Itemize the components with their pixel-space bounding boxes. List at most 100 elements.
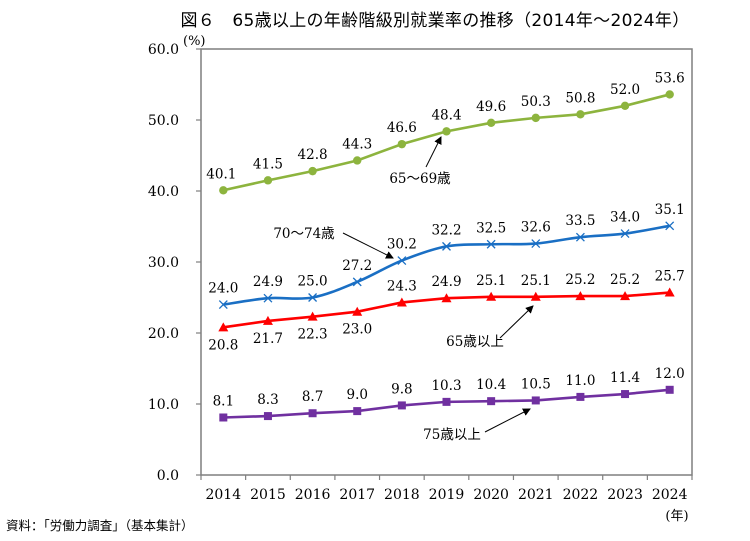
x-tick-label: 2019 bbox=[429, 487, 465, 503]
marker-circle bbox=[263, 176, 273, 185]
data-label: 25.1 bbox=[521, 273, 551, 289]
marker-square bbox=[531, 396, 540, 405]
x-tick-label: 2014 bbox=[205, 487, 241, 503]
annotation-arrow bbox=[425, 136, 442, 168]
marker-square bbox=[353, 407, 362, 416]
marker-circle bbox=[531, 113, 540, 123]
marker-triangle bbox=[352, 306, 363, 316]
data-label: 52.0 bbox=[610, 82, 640, 98]
data-label: 24.9 bbox=[253, 274, 283, 290]
series-65～69歳 bbox=[219, 90, 674, 195]
data-label: 21.7 bbox=[253, 331, 283, 347]
x-tick-label: 2021 bbox=[518, 487, 554, 503]
marker-triangle bbox=[530, 291, 541, 301]
marker-circle bbox=[219, 186, 228, 195]
data-label: 24.0 bbox=[208, 281, 238, 297]
series-70～74歳 bbox=[218, 221, 675, 310]
marker-circle bbox=[486, 118, 496, 128]
data-label: 8.3 bbox=[257, 392, 278, 408]
data-label: 32.6 bbox=[521, 220, 551, 236]
x-tick-label: 2018 bbox=[384, 487, 420, 503]
marker-x bbox=[575, 232, 585, 242]
marker-x bbox=[352, 277, 362, 287]
data-label: 30.2 bbox=[387, 237, 417, 253]
data-label: 46.6 bbox=[387, 120, 417, 136]
data-label: 9.8 bbox=[391, 381, 412, 397]
annotation-label: 65歳以上 bbox=[446, 334, 504, 350]
marker-triangle bbox=[441, 293, 452, 303]
data-label: 40.1 bbox=[206, 166, 236, 182]
marker-square bbox=[442, 397, 451, 406]
data-label: 12.0 bbox=[655, 366, 685, 382]
x-tick-label: 2023 bbox=[607, 487, 643, 503]
data-label: 27.2 bbox=[342, 258, 372, 274]
series-layer bbox=[218, 90, 675, 422]
data-label: 49.6 bbox=[476, 99, 506, 115]
x-tick-label: 2020 bbox=[473, 487, 509, 503]
data-label: 25.7 bbox=[655, 269, 685, 285]
marker-x bbox=[620, 229, 630, 239]
marker-square bbox=[397, 401, 406, 410]
y-tick-label: 40.0 bbox=[148, 184, 179, 200]
annotation-label: 75歳以上 bbox=[423, 427, 481, 443]
marker-square bbox=[487, 397, 496, 406]
axes: 0.0 10.0 20.0 30.0 40.0 50.0 60.0 (%) 2014 2015 20… bbox=[148, 34, 693, 524]
y-tick-label: 20.0 bbox=[148, 326, 179, 342]
marker-circle bbox=[353, 156, 362, 165]
marker-triangle bbox=[620, 291, 631, 301]
data-label: 34.0 bbox=[610, 210, 640, 226]
marker-circle bbox=[665, 90, 674, 99]
data-label: 44.3 bbox=[342, 136, 372, 152]
data-label: 35.1 bbox=[655, 202, 685, 218]
data-label: 53.6 bbox=[655, 70, 685, 86]
data-label: 42.8 bbox=[298, 147, 328, 163]
data-label: 9.0 bbox=[346, 387, 367, 403]
marker-x bbox=[442, 241, 451, 251]
marker-triangle bbox=[396, 297, 407, 307]
data-label: 50.8 bbox=[565, 90, 595, 106]
data-label: 24.9 bbox=[431, 274, 461, 290]
x-tick-label: 2017 bbox=[339, 487, 375, 503]
x-tick-label: 2024 bbox=[652, 487, 688, 503]
marker-circle bbox=[397, 139, 407, 149]
marker-x bbox=[531, 239, 541, 248]
x-tick-label: 2016 bbox=[295, 487, 331, 503]
data-label: 41.5 bbox=[253, 156, 283, 172]
series-75歳以上 bbox=[219, 385, 674, 422]
series-65歳以上 bbox=[218, 287, 675, 332]
annotation-label: 70～74歳 bbox=[273, 226, 335, 242]
marker-square bbox=[308, 409, 317, 418]
annotation-arrow bbox=[342, 232, 394, 259]
data-label: 23.0 bbox=[342, 322, 372, 338]
marker-circle bbox=[620, 101, 630, 111]
data-label: 8.1 bbox=[213, 393, 234, 409]
marker-triangle bbox=[486, 291, 497, 301]
annotation-arrow bbox=[484, 408, 531, 433]
data-label: 33.5 bbox=[565, 213, 595, 229]
data-label: 25.2 bbox=[610, 272, 640, 288]
y-tick-label: 60.0 bbox=[148, 42, 179, 58]
marker-circle bbox=[442, 127, 451, 136]
marker-x bbox=[308, 293, 318, 302]
y-tick-label: 30.0 bbox=[148, 255, 179, 271]
marker-triangle bbox=[218, 322, 229, 332]
chart-title: 図６ 65歳以上の年齢階級別就業率の推移（2014年～2024年） bbox=[180, 11, 690, 31]
marker-x bbox=[665, 221, 675, 231]
annotation-arrow bbox=[499, 305, 534, 339]
marker-square bbox=[621, 390, 630, 399]
data-label: 25.0 bbox=[298, 274, 328, 290]
marker-circle bbox=[308, 166, 317, 176]
annotation-label: 65～69歳 bbox=[389, 171, 451, 187]
data-label: 25.2 bbox=[565, 272, 595, 288]
data-label: 32.5 bbox=[476, 220, 506, 236]
marker-triangle bbox=[262, 315, 273, 325]
marker-x bbox=[263, 293, 273, 303]
marker-circle bbox=[576, 110, 585, 119]
data-label: 50.3 bbox=[521, 94, 551, 110]
data-label: 11.0 bbox=[565, 373, 595, 389]
y-axis-unit: (%) bbox=[183, 34, 206, 49]
y-tick-label: 50.0 bbox=[148, 113, 179, 129]
data-label: 20.8 bbox=[208, 337, 238, 353]
data-label: 25.1 bbox=[476, 273, 506, 289]
marker-x bbox=[218, 300, 228, 310]
